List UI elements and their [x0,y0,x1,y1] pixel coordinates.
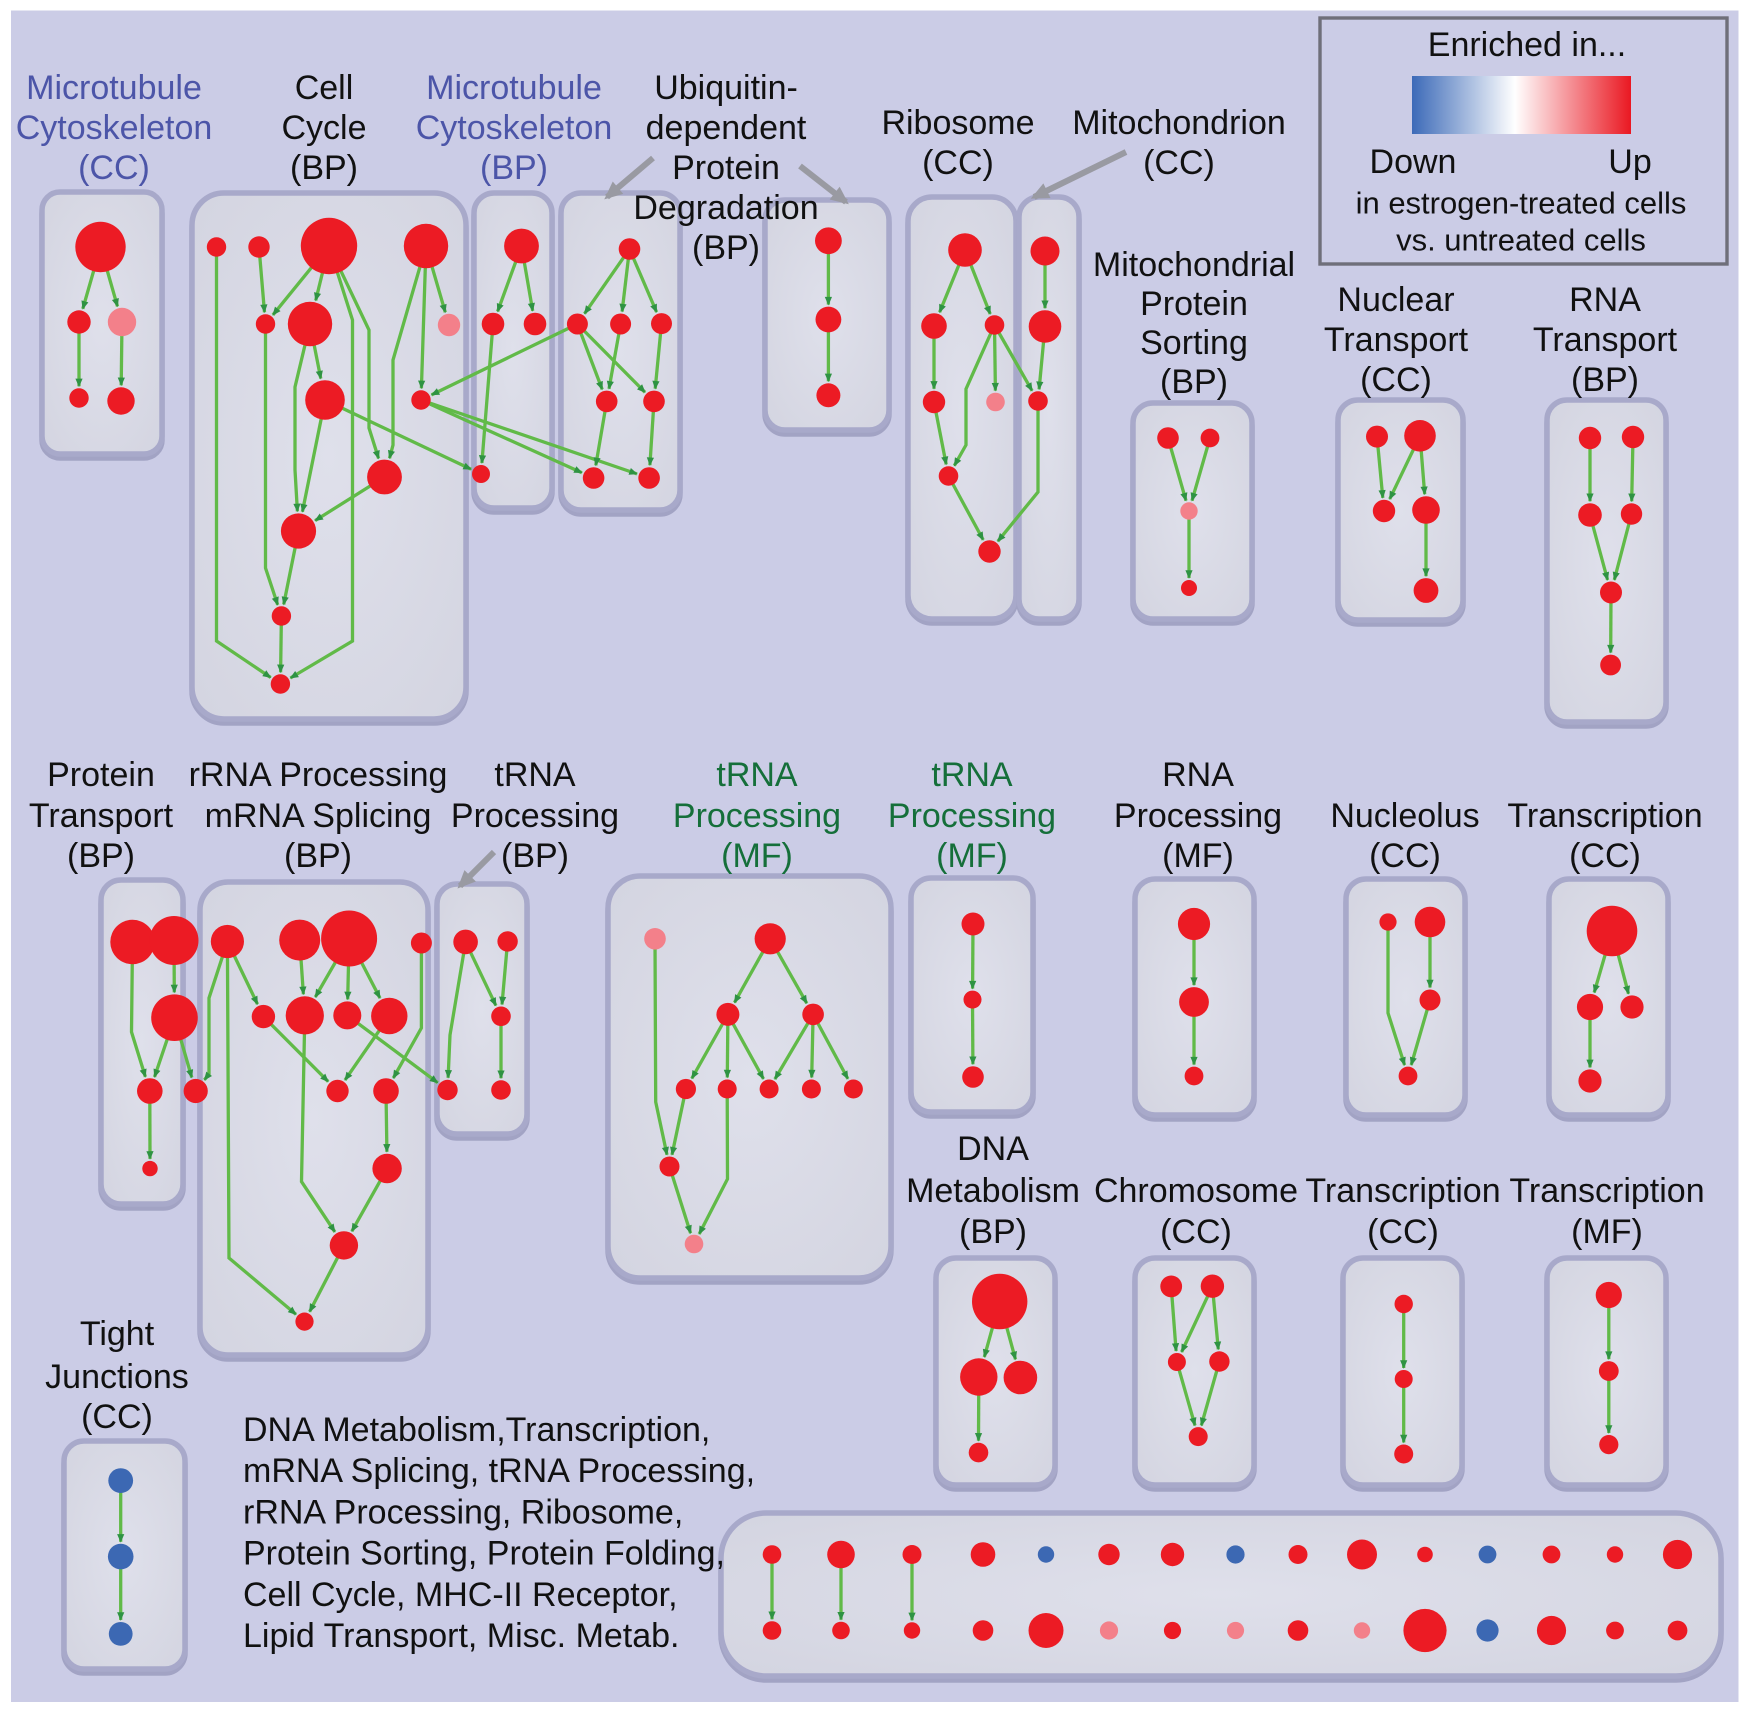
svg-text:Tight: Tight [80,1315,155,1353]
svg-text:Transcription: Transcription [1305,1172,1500,1210]
svg-text:Transport: Transport [1533,321,1678,359]
svg-text:(CC): (CC) [1143,144,1215,182]
svg-text:Processing: Processing [673,797,841,835]
svg-text:DNA Metabolism,Transcription,: DNA Metabolism,Transcription, [243,1411,710,1449]
svg-text:(MF): (MF) [1162,837,1234,875]
svg-text:(BP): (BP) [501,837,569,875]
svg-text:Processing: Processing [888,797,1056,835]
svg-text:Cytoskeleton: Cytoskeleton [16,109,213,147]
svg-text:Processing: Processing [1114,797,1282,835]
svg-text:RNA: RNA [1162,756,1234,794]
svg-text:mRNA Splicing, tRNA Processing: mRNA Splicing, tRNA Processing, [243,1452,755,1490]
svg-text:Cell Cycle, MHC-II Receptor,: Cell Cycle, MHC-II Receptor, [243,1576,678,1614]
svg-text:Protein: Protein [1140,285,1248,323]
svg-text:(CC): (CC) [1360,361,1432,399]
svg-text:(CC): (CC) [922,144,994,182]
svg-text:(BP): (BP) [290,149,358,187]
svg-text:(BP): (BP) [959,1213,1027,1251]
svg-text:Up: Up [1608,143,1651,181]
svg-text:(MF): (MF) [1571,1213,1643,1251]
svg-text:Mitochondrion: Mitochondrion [1072,104,1286,142]
svg-text:rRNA Processing, Ribosome,: rRNA Processing, Ribosome, [243,1493,683,1531]
svg-text:Ubiquitin-: Ubiquitin- [654,69,798,107]
svg-text:tRNA: tRNA [716,756,798,794]
svg-text:(BP): (BP) [1160,363,1228,401]
svg-text:Cytoskeleton: Cytoskeleton [416,109,613,147]
svg-text:Degradation: Degradation [633,189,818,227]
svg-text:(MF): (MF) [936,837,1008,875]
svg-text:Nucleolus: Nucleolus [1330,797,1479,835]
svg-text:Lipid Transport, Misc. Metab.: Lipid Transport, Misc. Metab. [243,1617,680,1655]
svg-text:Sorting: Sorting [1140,324,1248,362]
svg-text:Processing: Processing [451,797,619,835]
svg-text:Protein: Protein [47,756,155,794]
svg-text:(CC): (CC) [81,1398,153,1436]
svg-text:(BP): (BP) [480,149,548,187]
svg-text:Microtubule: Microtubule [26,69,202,107]
svg-text:(CC): (CC) [1369,837,1441,875]
svg-text:Cycle: Cycle [281,109,366,147]
svg-text:Nuclear: Nuclear [1337,281,1454,319]
svg-text:Transcription: Transcription [1509,1172,1704,1210]
svg-text:RNA: RNA [1569,281,1641,319]
svg-text:Transport: Transport [1324,321,1469,359]
svg-text:Chromosome: Chromosome [1094,1172,1298,1210]
svg-text:dependent: dependent [646,109,807,147]
svg-text:Enriched in...: Enriched in... [1428,26,1626,64]
svg-text:tRNA: tRNA [931,756,1013,794]
svg-text:Mitochondrial: Mitochondrial [1093,246,1295,284]
svg-text:(CC): (CC) [1160,1213,1232,1251]
svg-text:Transcription: Transcription [1507,797,1702,835]
svg-text:(CC): (CC) [1367,1213,1439,1251]
svg-text:mRNA Splicing: mRNA Splicing [205,797,432,835]
svg-text:(BP): (BP) [284,837,352,875]
svg-text:Microtubule: Microtubule [426,69,602,107]
svg-text:Protein: Protein [672,149,780,187]
svg-text:vs. untreated cells: vs. untreated cells [1396,223,1646,258]
svg-text:rRNA Processing: rRNA Processing [189,756,448,794]
svg-text:in estrogen-treated cells: in estrogen-treated cells [1356,186,1687,221]
svg-text:Junctions: Junctions [45,1358,189,1396]
svg-text:Ribosome: Ribosome [881,104,1034,142]
svg-text:(BP): (BP) [1571,361,1639,399]
svg-text:Transport: Transport [29,797,174,835]
svg-text:(BP): (BP) [67,837,135,875]
svg-text:Protein Sorting, Protein Foldi: Protein Sorting, Protein Folding, [243,1535,725,1573]
svg-text:Cell: Cell [295,69,354,107]
svg-text:(CC): (CC) [1569,837,1641,875]
svg-text:Down: Down [1370,143,1457,181]
svg-text:(CC): (CC) [78,149,150,187]
svg-text:Metabolism: Metabolism [906,1172,1080,1210]
svg-text:(BP): (BP) [692,229,760,267]
svg-text:tRNA: tRNA [494,756,576,794]
svg-text:DNA: DNA [957,1130,1029,1168]
svg-text:(MF): (MF) [721,837,793,875]
